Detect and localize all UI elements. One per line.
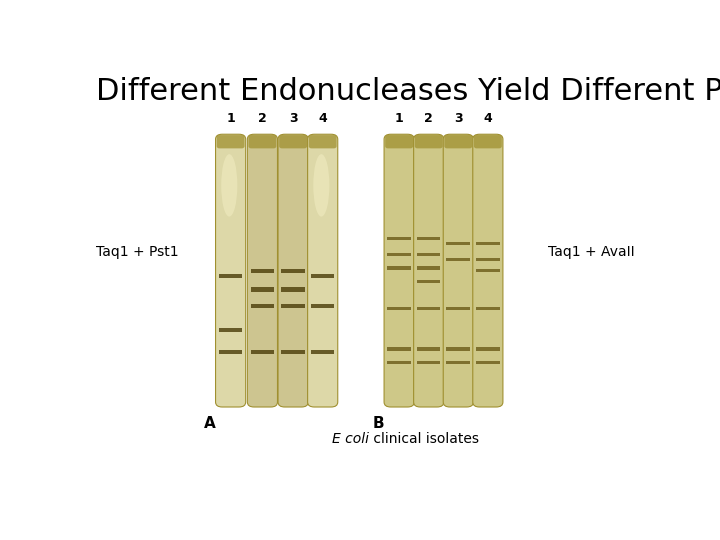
Bar bbox=[387, 347, 411, 350]
Ellipse shape bbox=[221, 154, 238, 217]
Text: 4: 4 bbox=[483, 112, 492, 125]
Bar bbox=[219, 328, 243, 332]
Text: Different Endonucleases Yield Different Patterns: Different Endonucleases Yield Different … bbox=[96, 77, 720, 106]
Text: clinical isolates: clinical isolates bbox=[369, 432, 479, 446]
Bar bbox=[417, 266, 441, 269]
Text: 3: 3 bbox=[454, 112, 462, 125]
Text: 4: 4 bbox=[318, 112, 327, 125]
Text: 2: 2 bbox=[258, 112, 267, 125]
Bar bbox=[476, 347, 500, 350]
Bar bbox=[446, 307, 470, 310]
Bar bbox=[387, 237, 411, 240]
FancyBboxPatch shape bbox=[444, 135, 472, 148]
Bar bbox=[417, 347, 441, 350]
Text: E coli: E coli bbox=[332, 432, 369, 446]
Ellipse shape bbox=[313, 154, 329, 217]
Bar bbox=[417, 280, 441, 283]
Bar bbox=[282, 349, 305, 354]
Text: Taq1 + Pst1: Taq1 + Pst1 bbox=[96, 245, 179, 259]
Text: 1: 1 bbox=[395, 112, 403, 125]
Bar bbox=[446, 242, 470, 245]
Bar bbox=[417, 361, 441, 364]
Bar bbox=[417, 253, 441, 256]
Bar bbox=[282, 287, 305, 292]
FancyBboxPatch shape bbox=[385, 135, 413, 148]
Bar bbox=[446, 361, 470, 364]
Bar bbox=[476, 242, 500, 245]
FancyBboxPatch shape bbox=[217, 135, 245, 148]
Bar bbox=[251, 303, 274, 308]
FancyBboxPatch shape bbox=[413, 134, 444, 407]
Bar bbox=[282, 268, 305, 273]
Bar bbox=[282, 303, 305, 308]
Bar bbox=[219, 274, 243, 278]
FancyBboxPatch shape bbox=[309, 135, 337, 148]
Bar bbox=[251, 287, 274, 292]
Bar bbox=[476, 269, 500, 272]
FancyBboxPatch shape bbox=[278, 134, 308, 407]
Bar bbox=[476, 361, 500, 364]
Bar bbox=[446, 258, 470, 261]
Bar bbox=[251, 349, 274, 354]
FancyBboxPatch shape bbox=[215, 134, 246, 407]
Bar bbox=[476, 258, 500, 261]
Text: Taq1 + AvaII: Taq1 + AvaII bbox=[547, 245, 634, 259]
FancyBboxPatch shape bbox=[307, 134, 338, 407]
FancyBboxPatch shape bbox=[474, 135, 502, 148]
Bar bbox=[387, 361, 411, 364]
Bar bbox=[251, 268, 274, 273]
Bar bbox=[387, 266, 411, 269]
Text: A: A bbox=[204, 416, 216, 431]
Text: 1: 1 bbox=[226, 112, 235, 125]
FancyBboxPatch shape bbox=[248, 135, 276, 148]
Bar bbox=[446, 347, 470, 350]
Bar bbox=[311, 274, 335, 278]
FancyBboxPatch shape bbox=[279, 135, 307, 148]
Bar bbox=[387, 253, 411, 256]
Bar bbox=[417, 237, 441, 240]
Bar bbox=[387, 307, 411, 310]
FancyBboxPatch shape bbox=[415, 135, 443, 148]
FancyBboxPatch shape bbox=[444, 134, 473, 407]
Bar bbox=[219, 349, 243, 354]
FancyBboxPatch shape bbox=[473, 134, 503, 407]
Bar bbox=[311, 349, 335, 354]
FancyBboxPatch shape bbox=[384, 134, 414, 407]
FancyBboxPatch shape bbox=[248, 134, 277, 407]
Bar bbox=[311, 303, 335, 308]
Text: 3: 3 bbox=[289, 112, 297, 125]
Bar bbox=[476, 307, 500, 310]
Bar bbox=[417, 307, 441, 310]
Text: 2: 2 bbox=[424, 112, 433, 125]
Text: B: B bbox=[373, 416, 384, 431]
